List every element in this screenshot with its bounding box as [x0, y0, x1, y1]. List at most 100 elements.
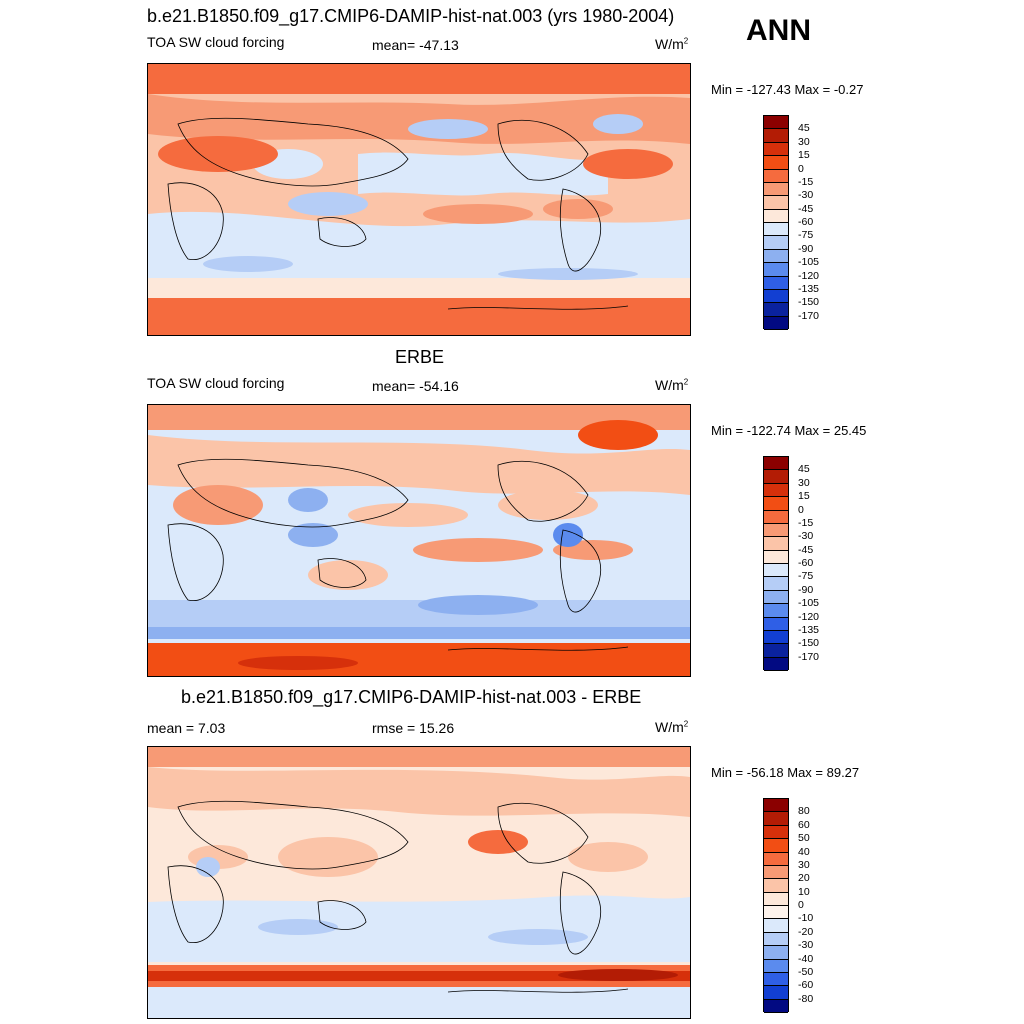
colorbar-swatch: [764, 906, 788, 920]
colorbar-swatch: [764, 577, 788, 591]
colorbar-tick-label: -30: [798, 530, 814, 543]
colorbar-tick-label: -135: [798, 282, 820, 295]
panel2-map: [147, 404, 691, 677]
panel1-colorbar: [763, 115, 789, 330]
colorbar-tick-label: -45: [798, 202, 814, 215]
colorbar-swatch: [764, 550, 788, 564]
colorbar-swatch: [764, 892, 788, 906]
panel2-colorbar: [763, 456, 789, 671]
panel1-minmax: Min = -127.43 Max = -0.27: [711, 82, 864, 97]
colorbar-swatch: [764, 523, 788, 538]
colorbar-tick-label: -30: [798, 939, 814, 952]
panel3-minmax: Min = -56.18 Max = 89.27: [711, 765, 860, 780]
colorbar-tick-label: 40: [798, 845, 810, 858]
panel2-unit-label: W/m2: [655, 377, 689, 393]
colorbar-swatch: [764, 630, 788, 645]
colorbar-swatch: [764, 999, 788, 1013]
colorbar-swatch: [764, 483, 788, 498]
colorbar-tick-label: -30: [798, 189, 814, 202]
colorbar-tick-label: -90: [798, 583, 814, 596]
colorbar-swatch: [764, 497, 788, 511]
colorbar-tick-label: -15: [798, 516, 814, 529]
colorbar-tick-label: 0: [798, 503, 804, 516]
colorbar-swatch: [764, 865, 788, 880]
colorbar-swatch: [764, 972, 788, 987]
colorbar-swatch: [764, 182, 788, 197]
colorbar-tick-label: -10: [798, 912, 814, 925]
colorbar-swatch: [764, 316, 788, 330]
colorbar-tick-label: 20: [798, 872, 810, 885]
colorbar-swatch: [764, 196, 788, 210]
colorbar-tick-label: 15: [798, 490, 810, 503]
colorbar-tick-label: 80: [798, 805, 810, 818]
panel1-map: [147, 63, 691, 336]
colorbar-tick-label: 0: [798, 899, 804, 911]
colorbar-tick-label: -50: [798, 965, 814, 978]
colorbar-tick-label: 10: [798, 885, 810, 898]
colorbar-swatch: [764, 263, 788, 277]
colorbar-swatch: [764, 303, 788, 317]
colorbar-swatch: [764, 986, 788, 1000]
panel2-variable-label: TOA SW cloud forcing: [147, 375, 285, 391]
colorbar-tick-label: -150: [798, 637, 820, 650]
colorbar-swatch: [764, 564, 788, 578]
panel3-mean-label: mean = 7.03: [147, 720, 226, 736]
colorbar-tick-label: 15: [798, 149, 810, 162]
colorbar-swatch: [764, 879, 788, 893]
colorbar-tick-label: -170: [798, 309, 820, 322]
colorbar-swatch: [764, 946, 788, 960]
panel3-title: b.e21.B1850.f09_g17.CMIP6-DAMIP-hist-nat…: [181, 687, 642, 707]
colorbar-swatch: [764, 470, 788, 484]
colorbar-swatch: [764, 604, 788, 618]
season-label: ANN: [746, 14, 811, 47]
colorbar-tick-label: -15: [798, 175, 814, 188]
colorbar-tick-label: -40: [798, 952, 814, 965]
panel2-mean-label: mean= -54.16: [372, 378, 459, 394]
panel3-map: [147, 746, 691, 1019]
colorbar-tick-label: -60: [798, 979, 814, 992]
colorbar-tick-label: -80: [798, 992, 814, 1005]
colorbar-swatch: [764, 289, 788, 304]
colorbar-swatch: [764, 537, 788, 551]
colorbar-swatch: [764, 657, 788, 671]
panel2-title: ERBE: [395, 347, 445, 367]
colorbar-swatch: [764, 169, 788, 183]
colorbar-tick-label: 0: [798, 162, 804, 175]
colorbar-swatch: [764, 142, 788, 157]
colorbar-swatch: [764, 276, 788, 290]
colorbar-swatch: [764, 617, 788, 631]
colorbar-swatch: [764, 839, 788, 853]
panel1-mean-label: mean= -47.13: [372, 37, 459, 53]
colorbar-swatch: [764, 129, 788, 143]
colorbar-swatch: [764, 799, 788, 813]
colorbar-swatch: [764, 812, 788, 826]
colorbar-swatch: [764, 249, 788, 264]
colorbar-swatch: [764, 919, 788, 933]
colorbar-tick-label: -120: [798, 269, 820, 282]
colorbar-swatch: [764, 852, 788, 866]
colorbar-tick-label: 50: [798, 832, 810, 845]
colorbar-swatch: [764, 209, 788, 223]
panel2-minmax: Min = -122.74 Max = 25.45: [711, 423, 867, 438]
panel1-title: b.e21.B1850.f09_g17.CMIP6-DAMIP-hist-nat…: [147, 6, 675, 26]
colorbar-tick-label: 30: [798, 135, 810, 148]
colorbar-swatch: [764, 825, 788, 840]
colorbar-swatch: [764, 959, 788, 973]
colorbar-swatch: [764, 457, 788, 471]
colorbar-swatch: [764, 510, 788, 524]
colorbar-tick-label: 45: [798, 463, 810, 476]
colorbar-tick-label: -120: [798, 610, 820, 623]
colorbar-swatch: [764, 590, 788, 605]
colorbar-tick-label: -135: [798, 623, 820, 636]
colorbar-swatch: [764, 644, 788, 658]
panel1-unit-label: W/m2: [655, 36, 689, 52]
colorbar-tick-label: 30: [798, 858, 810, 871]
colorbar-swatch: [764, 156, 788, 170]
colorbar-tick-label: -75: [798, 229, 814, 242]
colorbar-tick-label: 60: [798, 818, 810, 831]
colorbar-tick-label: -60: [798, 216, 814, 228]
colorbar-tick-label: 45: [798, 122, 810, 135]
colorbar-tick-label: -60: [798, 557, 814, 569]
colorbar-tick-label: -105: [798, 597, 820, 610]
colorbar-swatch: [764, 932, 788, 947]
